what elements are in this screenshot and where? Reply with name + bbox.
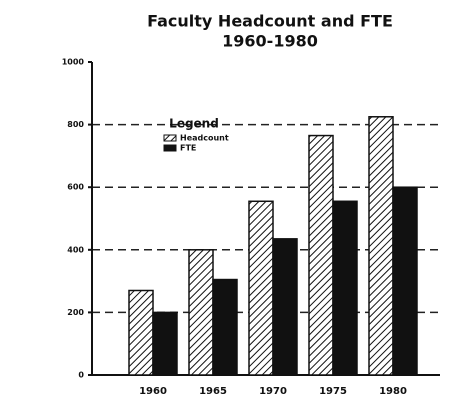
y-tick-label: 600 xyxy=(67,183,84,192)
bar xyxy=(188,249,214,376)
bar xyxy=(128,289,154,376)
y-tick-label: 800 xyxy=(67,120,84,129)
x-tick-label: 1965 xyxy=(199,386,227,397)
bar xyxy=(392,186,418,376)
chart-subtitle: 1960-1980 xyxy=(222,32,318,51)
bar xyxy=(248,200,274,376)
bar xyxy=(272,238,298,376)
legend-swatch xyxy=(163,134,177,142)
bar xyxy=(152,311,178,376)
bar xyxy=(308,134,334,376)
bar xyxy=(212,278,238,376)
x-tick-label: 1980 xyxy=(379,386,407,397)
y-tick-label: 1000 xyxy=(62,58,85,67)
y-tick-label: 200 xyxy=(67,308,84,317)
bar xyxy=(332,200,358,376)
legend-label: Headcount xyxy=(180,134,229,143)
chart-title: Faculty Headcount and FTE xyxy=(147,12,393,31)
y-tick-label: 0 xyxy=(78,371,84,380)
x-tick-label: 1975 xyxy=(319,386,347,397)
legend-swatch xyxy=(163,144,177,152)
y-tick-label: 400 xyxy=(67,245,84,254)
x-tick-label: 1970 xyxy=(259,386,287,397)
legend-label: FTE xyxy=(180,144,196,153)
x-tick-label: 1960 xyxy=(139,386,167,397)
legend-title: Legend xyxy=(169,117,219,131)
bar xyxy=(368,116,394,376)
